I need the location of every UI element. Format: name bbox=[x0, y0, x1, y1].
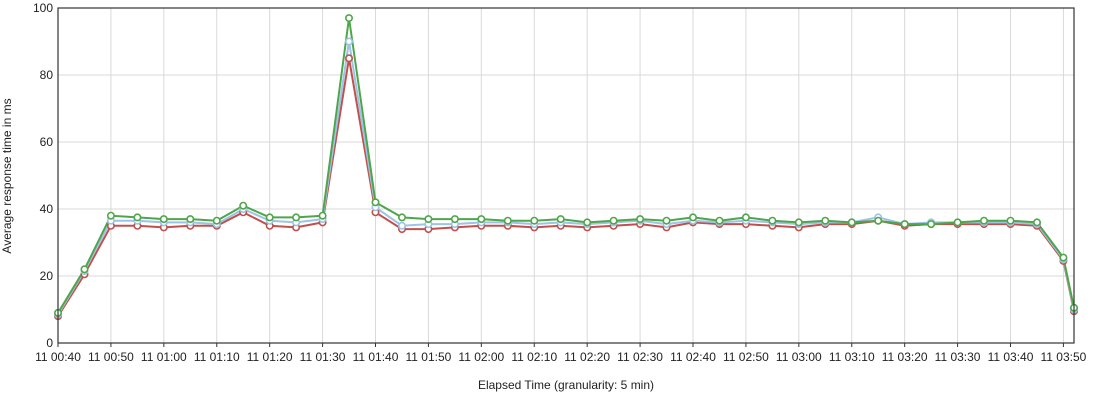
plot-frame bbox=[57, 7, 1075, 344]
data-point bbox=[741, 213, 750, 222]
data-point bbox=[583, 218, 592, 227]
data-point bbox=[874, 216, 883, 225]
data-point bbox=[609, 216, 618, 225]
x-tick-label: 11 03:30 bbox=[935, 350, 981, 364]
x-tick-label: 11 02:30 bbox=[617, 350, 663, 364]
data-point bbox=[106, 211, 115, 220]
data-point bbox=[397, 221, 406, 230]
x-tick-label: 11 03:00 bbox=[776, 350, 822, 364]
data-point bbox=[265, 213, 274, 222]
data-point bbox=[80, 265, 89, 274]
data-point bbox=[1033, 218, 1042, 227]
x-tick-label: 11 01:40 bbox=[353, 350, 399, 364]
data-point bbox=[768, 216, 777, 225]
x-tick-label: 11 01:20 bbox=[247, 350, 293, 364]
x-tick-label: 11 02:00 bbox=[458, 350, 504, 364]
x-tick-label: 11 01:50 bbox=[406, 350, 452, 364]
data-point bbox=[1059, 253, 1068, 262]
x-tick-label: 11 00:40 bbox=[35, 350, 81, 364]
data-point bbox=[1006, 216, 1015, 225]
data-point bbox=[159, 215, 168, 224]
data-point bbox=[927, 220, 936, 229]
x-tick-label: 11 03:10 bbox=[829, 350, 875, 364]
series-lines bbox=[57, 17, 1075, 317]
y-tick-label: 20 bbox=[40, 269, 54, 283]
x-tick-label: 11 03:50 bbox=[1041, 350, 1087, 364]
x-axis-ticks: 11 00:40 11 00:50 11 01:00 11 01:10 11 01:20… bbox=[35, 343, 1087, 364]
x-tick-label: 11 03:20 bbox=[882, 350, 928, 364]
data-point bbox=[344, 14, 353, 23]
data-point bbox=[292, 213, 301, 222]
data-point bbox=[239, 201, 248, 210]
data-point bbox=[186, 215, 195, 224]
y-tick-label: 0 bbox=[46, 336, 53, 350]
x-tick-label: 11 02:40 bbox=[670, 350, 716, 364]
data-point bbox=[979, 216, 988, 225]
x-tick-label: 11 01:30 bbox=[300, 350, 346, 364]
data-point bbox=[556, 215, 565, 224]
y-tick-label: 80 bbox=[40, 68, 54, 82]
data-point bbox=[900, 220, 909, 229]
data-point bbox=[636, 215, 645, 224]
data-point bbox=[450, 215, 459, 224]
data-point bbox=[212, 216, 221, 225]
x-tick-label: 11 01:00 bbox=[141, 350, 187, 364]
data-point bbox=[344, 54, 353, 63]
y-axis-ticks: 0 20 40 60 80 100 bbox=[33, 1, 53, 350]
x-tick-label: 11 02:50 bbox=[723, 350, 769, 364]
data-point bbox=[397, 213, 406, 222]
x-tick-label: 11 02:20 bbox=[564, 350, 610, 364]
series-points bbox=[53, 14, 1079, 321]
data-point bbox=[371, 198, 380, 207]
data-point bbox=[715, 216, 724, 225]
x-tick-label: 11 03:40 bbox=[988, 350, 1034, 364]
data-point bbox=[847, 218, 856, 227]
x-tick-label: 11 00:50 bbox=[88, 350, 134, 364]
plot-area bbox=[58, 8, 1074, 343]
data-point bbox=[662, 216, 671, 225]
x-tick-label: 11 02:10 bbox=[511, 350, 557, 364]
x-tick-label: 11 01:10 bbox=[194, 350, 240, 364]
data-point bbox=[530, 216, 539, 225]
data-point bbox=[794, 218, 803, 227]
data-point bbox=[688, 213, 697, 222]
y-tick-label: 40 bbox=[40, 202, 54, 216]
y-tick-label: 100 bbox=[33, 1, 53, 15]
data-point bbox=[503, 216, 512, 225]
data-point bbox=[477, 215, 486, 224]
data-point bbox=[953, 218, 962, 227]
data-point bbox=[821, 216, 830, 225]
data-point bbox=[344, 37, 353, 46]
y-tick-label: 60 bbox=[40, 135, 54, 149]
x-axis-label: Elapsed Time (granularity: 5 min) bbox=[478, 378, 654, 392]
data-point bbox=[133, 213, 142, 222]
data-point bbox=[318, 211, 327, 220]
y-axis-label: Average response time in ms bbox=[0, 98, 14, 253]
data-point bbox=[424, 215, 433, 224]
series-line-3 bbox=[57, 17, 1075, 314]
